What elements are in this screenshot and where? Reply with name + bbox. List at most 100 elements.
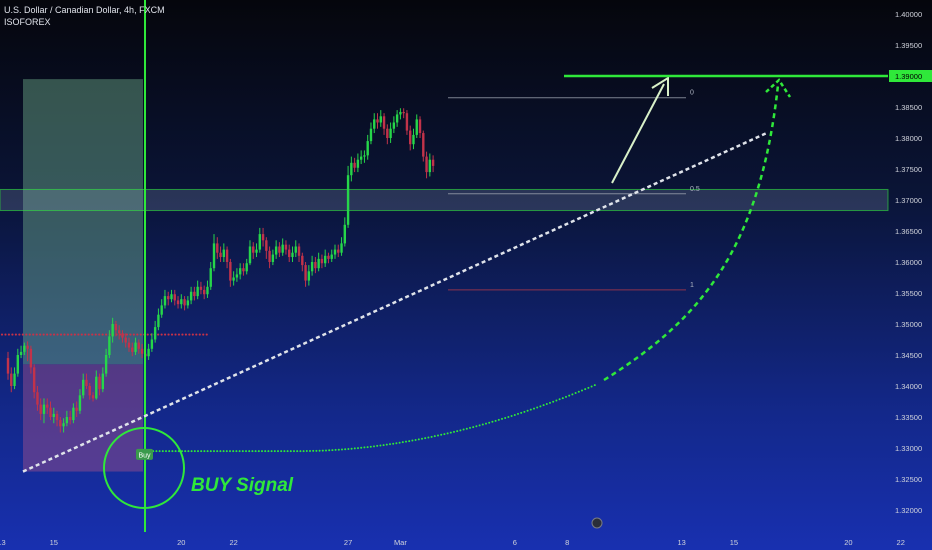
candle-body	[49, 407, 52, 417]
support-dot	[270, 450, 273, 453]
candle-body	[147, 348, 150, 357]
support-dot	[488, 421, 491, 424]
support-dot	[251, 450, 254, 453]
time-tick-label: 20	[844, 538, 852, 547]
candle	[353, 157, 356, 173]
candle	[265, 237, 268, 259]
support-dot	[190, 450, 193, 453]
candle-body	[281, 244, 284, 253]
candle-body	[29, 348, 33, 368]
time-tick-label: 13	[677, 538, 685, 547]
support-dot	[286, 450, 289, 453]
support-dot	[433, 435, 436, 438]
target-arrow	[611, 83, 665, 184]
support-dot	[568, 394, 571, 397]
candle-body	[278, 246, 281, 253]
candle-body	[176, 300, 180, 305]
support-dot	[481, 423, 484, 426]
support-dot	[229, 450, 231, 453]
projection-curve	[603, 84, 780, 382]
candle-body	[111, 324, 114, 337]
support-dot	[302, 450, 305, 453]
candle-body	[379, 116, 382, 123]
candle-body	[314, 262, 317, 269]
trail-stop-dot	[59, 333, 63, 336]
candle	[196, 280, 199, 300]
candle-body	[26, 345, 29, 349]
price-tick-label: 1.33500	[895, 413, 922, 422]
candle	[117, 325, 121, 340]
support-dot	[517, 412, 519, 415]
candle-body	[95, 376, 98, 399]
support-dot	[360, 446, 363, 449]
support-dot	[565, 395, 567, 398]
candle	[323, 249, 327, 267]
support-dot	[357, 447, 359, 450]
candle	[232, 271, 235, 286]
candle	[19, 345, 23, 359]
candle-body	[232, 277, 235, 281]
candle	[399, 108, 402, 120]
candle-body	[82, 379, 85, 396]
candle-body	[46, 404, 49, 408]
candle	[271, 249, 275, 266]
support-dot	[289, 450, 292, 453]
trail-stop-dot	[46, 333, 49, 336]
trail-stop-dot	[136, 333, 139, 336]
candle-body	[101, 373, 105, 390]
fib-level-label: 0	[690, 90, 694, 97]
time-tick-label: 22	[229, 538, 237, 547]
trail-stop-dot	[170, 333, 174, 336]
candle-body	[225, 249, 229, 262]
support-dot	[318, 449, 321, 452]
candle	[157, 308, 160, 331]
candle-body	[65, 417, 69, 424]
support-dot	[513, 413, 516, 416]
candle	[235, 268, 239, 282]
support-dot	[373, 445, 375, 448]
candle	[389, 122, 392, 143]
candle-body	[422, 133, 425, 157]
trail-stop-dot	[25, 333, 28, 336]
candle	[284, 240, 288, 255]
candle-body	[39, 404, 42, 414]
candle-body	[258, 234, 261, 250]
candle-body	[356, 159, 360, 168]
candle	[127, 337, 131, 352]
support-dot	[539, 405, 542, 408]
event-marker-icon	[591, 517, 603, 529]
candle-body	[425, 156, 428, 173]
candle-body	[85, 379, 88, 386]
support-dot	[408, 440, 411, 443]
trail-stop-dot	[42, 333, 45, 336]
candle	[359, 150, 363, 165]
trail-stop-dot	[0, 333, 4, 336]
support-dot	[158, 450, 161, 453]
candle	[160, 299, 163, 318]
support-dot	[184, 450, 187, 453]
signal-circle	[103, 427, 185, 509]
candle-body	[216, 243, 219, 253]
current-price-tag: 1.39000	[895, 72, 922, 81]
support-dot	[552, 400, 555, 403]
candle	[418, 116, 422, 138]
candle-body	[183, 299, 186, 306]
time-tick-label: 6	[513, 538, 517, 547]
candle-body	[252, 246, 255, 253]
support-dot	[507, 415, 510, 418]
candle	[95, 370, 98, 400]
candle-body	[245, 263, 248, 272]
candle-body	[160, 305, 163, 315]
candle-body	[196, 286, 199, 297]
candle	[180, 294, 183, 309]
candle-body	[203, 289, 206, 295]
price-axis: 1.40000 1.39500 1.39000 1.38500 1.38000 1.375…	[895, 10, 922, 515]
support-dot	[341, 448, 343, 451]
candle	[216, 237, 219, 259]
candle	[39, 398, 42, 421]
candle-body	[248, 246, 252, 264]
support-dot	[472, 426, 475, 429]
trail-stop-dot	[167, 333, 170, 336]
